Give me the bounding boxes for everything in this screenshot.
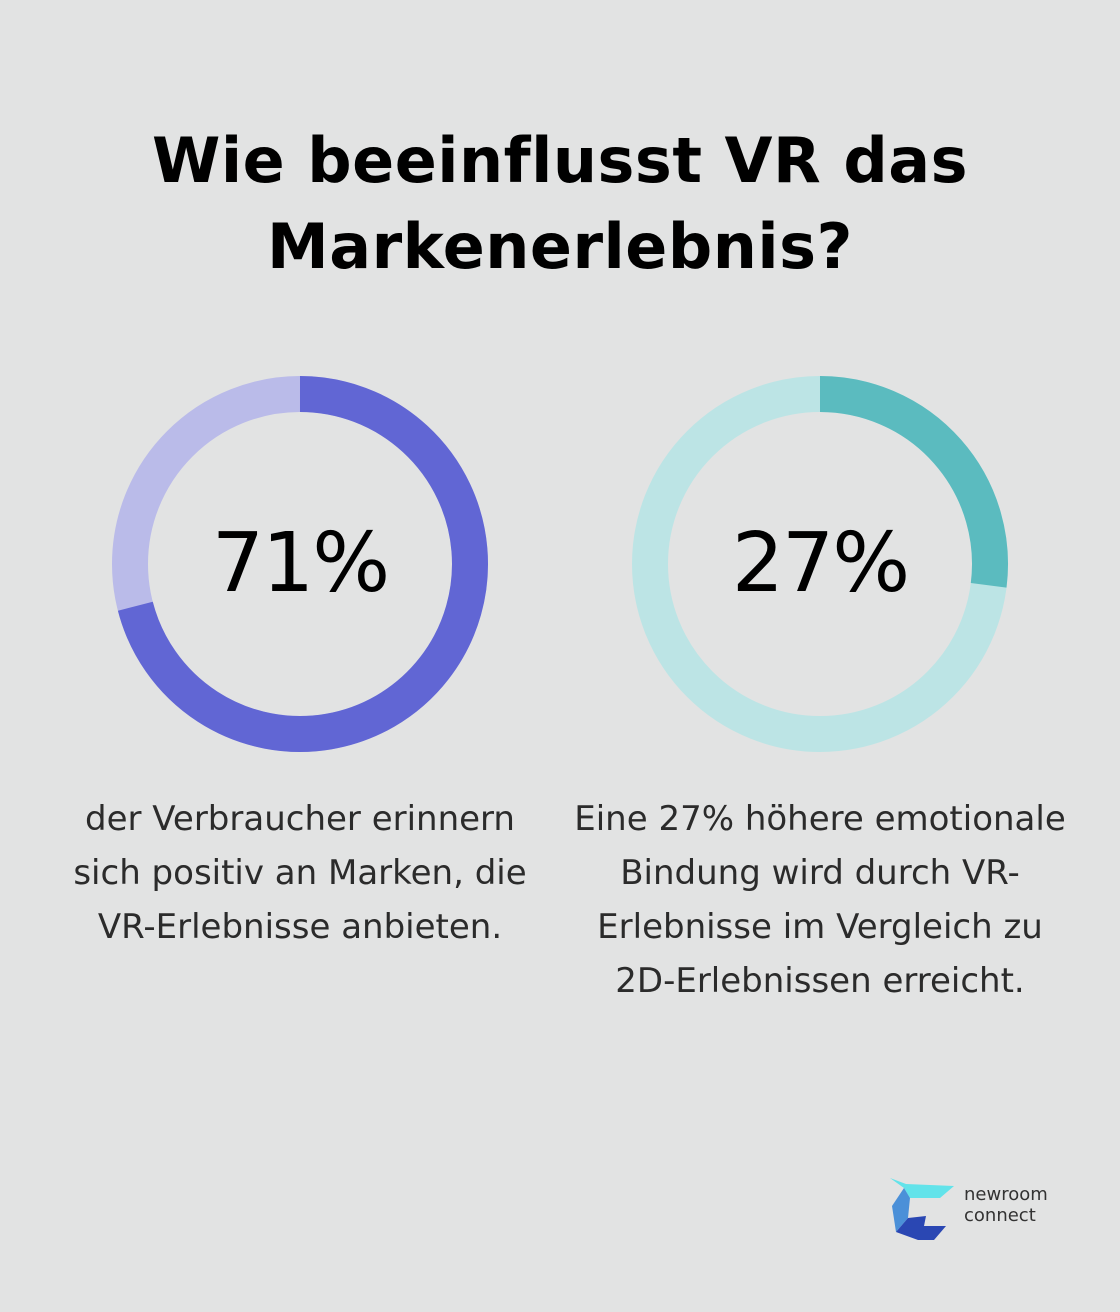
page-title: Wie beeinflusst VR das Markenerlebnis? <box>152 124 968 283</box>
logo-mark-mid <box>892 1188 910 1232</box>
donut-1-svg <box>112 376 488 752</box>
donut-1-caption: der Verbraucher erinnern sich positiv an… <box>73 799 527 947</box>
logo-mark-icon <box>890 1178 954 1240</box>
donut-1-percent-label: 71% <box>211 516 390 611</box>
donut-chart-1: 71% <box>110 374 490 754</box>
logo-line-1: newroom <box>964 1184 1048 1205</box>
logo-wordmark: newroom connect <box>964 1184 1048 1226</box>
donut-chart-2: 27% <box>630 374 1010 754</box>
newroom-connect-logo: newroom connect <box>888 1176 1068 1246</box>
donut-2-caption: Eine 27% höhere emotionale Bindung wird … <box>574 799 1066 1001</box>
logo-mark-bottom <box>896 1216 946 1240</box>
donut-1-value-arc <box>117 376 488 752</box>
donut-2-value-arc <box>819 376 1008 588</box>
logo-mark-top <box>890 1178 954 1198</box>
logo-line-2: connect <box>964 1205 1036 1226</box>
donut-2-svg <box>632 376 1008 752</box>
donut-2-percent-label: 27% <box>731 516 910 611</box>
